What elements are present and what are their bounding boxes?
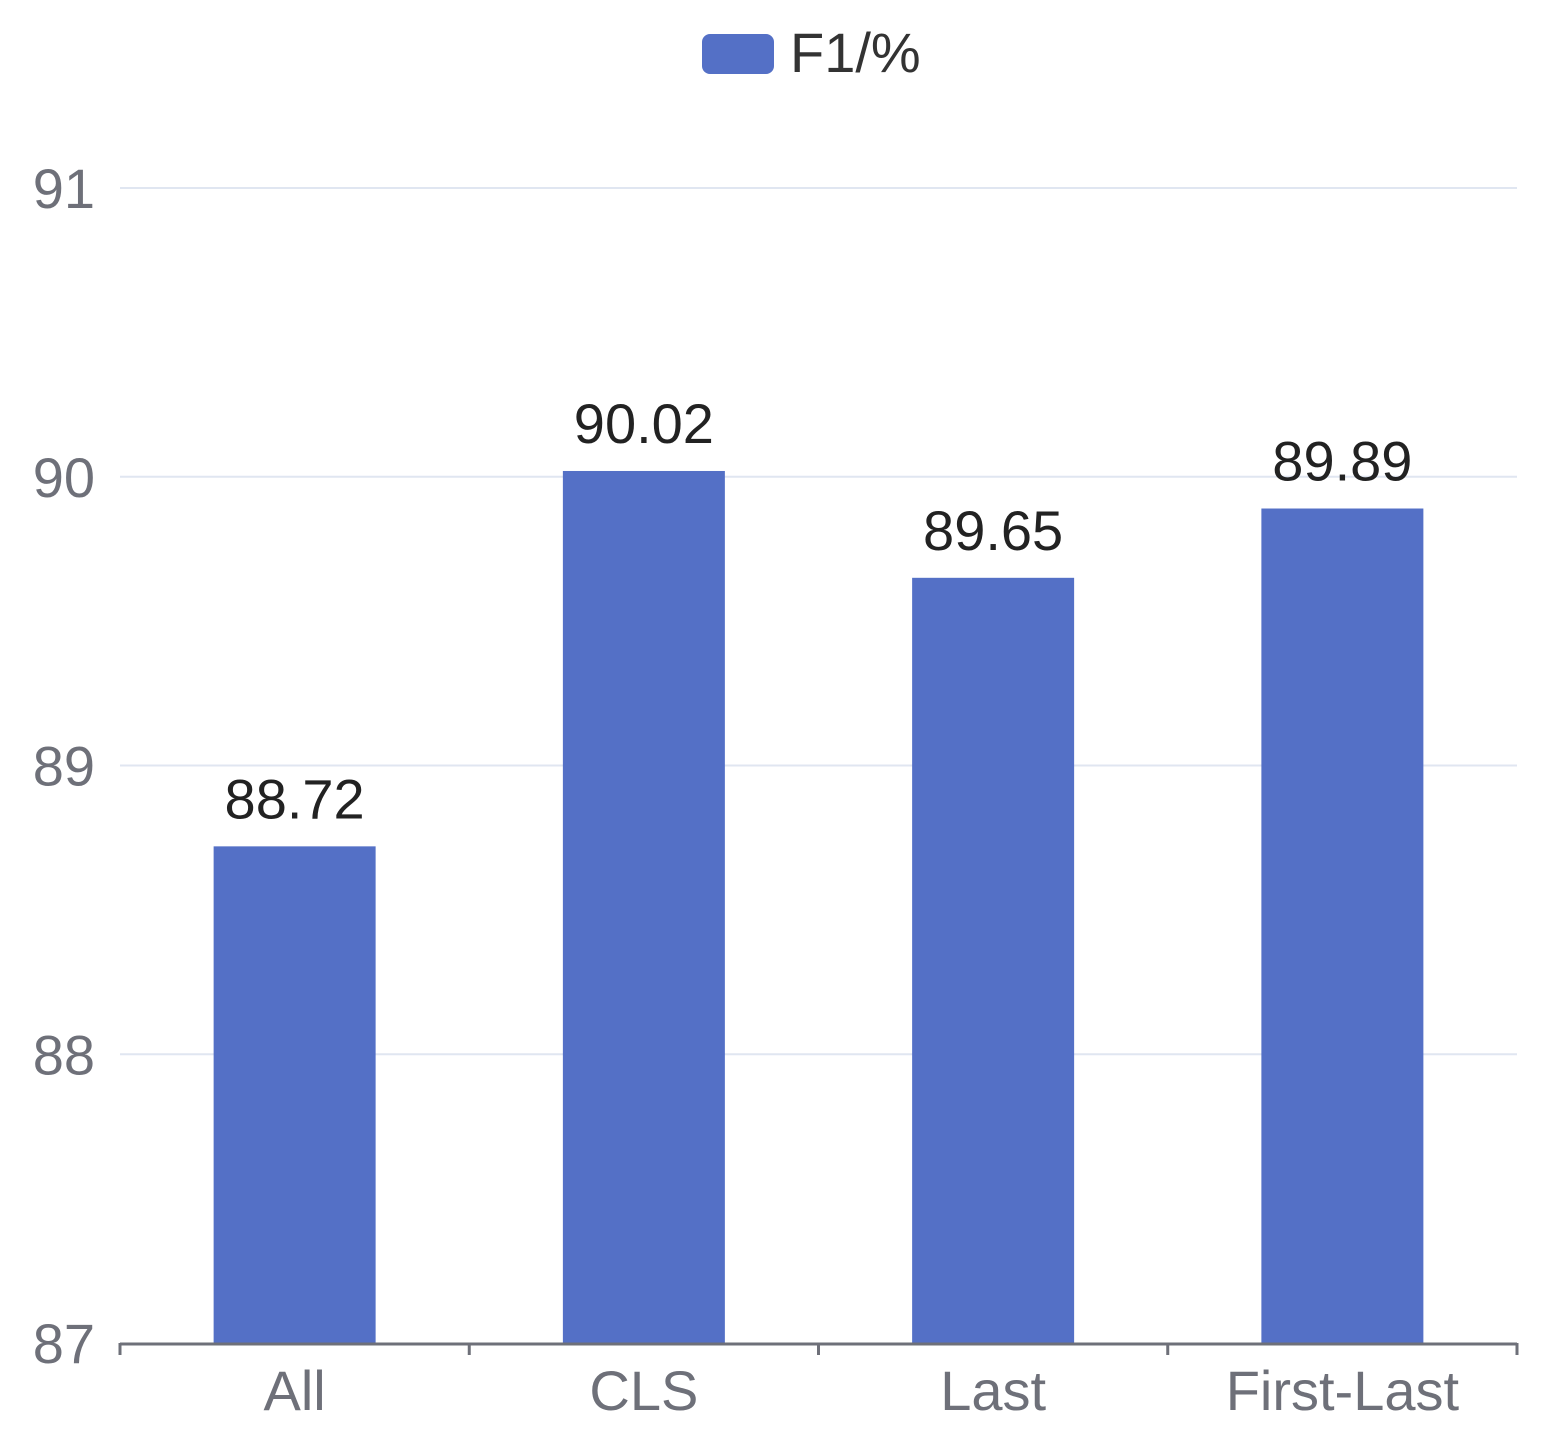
bar-all[interactable] — [213, 846, 376, 1343]
legend-label-f1[interactable]: F1/% — [790, 21, 921, 84]
value-label-last: 89.65 — [923, 499, 1063, 562]
y-tick-label-87: 87 — [33, 1312, 95, 1375]
y-tick-label-89: 89 — [33, 735, 95, 798]
x-axis: All CLS Last First-Last — [118, 1342, 1519, 1422]
bar-last[interactable] — [912, 577, 1075, 1343]
x-tick-label-first-last: First-Last — [1226, 1359, 1460, 1422]
y-tick-label-88: 88 — [33, 1023, 95, 1086]
x-tick-label-cls: CLS — [589, 1359, 698, 1422]
bar-first-last[interactable] — [1261, 508, 1424, 1343]
legend-swatch-f1[interactable] — [702, 34, 774, 74]
x-tick-label-last: Last — [940, 1359, 1046, 1422]
value-label-first-last: 89.89 — [1272, 430, 1412, 493]
value-label-cls: 90.02 — [574, 392, 714, 455]
y-tick-label-90: 90 — [33, 446, 95, 509]
bars — [213, 470, 1424, 1344]
value-label-all: 88.72 — [225, 767, 365, 830]
x-tick-label-all: All — [264, 1359, 326, 1422]
y-axis-ticks: 87 88 89 90 91 — [33, 157, 95, 1375]
bar-cls[interactable] — [562, 470, 725, 1344]
legend[interactable]: F1/% — [702, 21, 921, 84]
y-tick-label-91: 91 — [33, 157, 95, 220]
value-labels: 88.72 90.02 89.65 89.89 — [225, 392, 1413, 830]
